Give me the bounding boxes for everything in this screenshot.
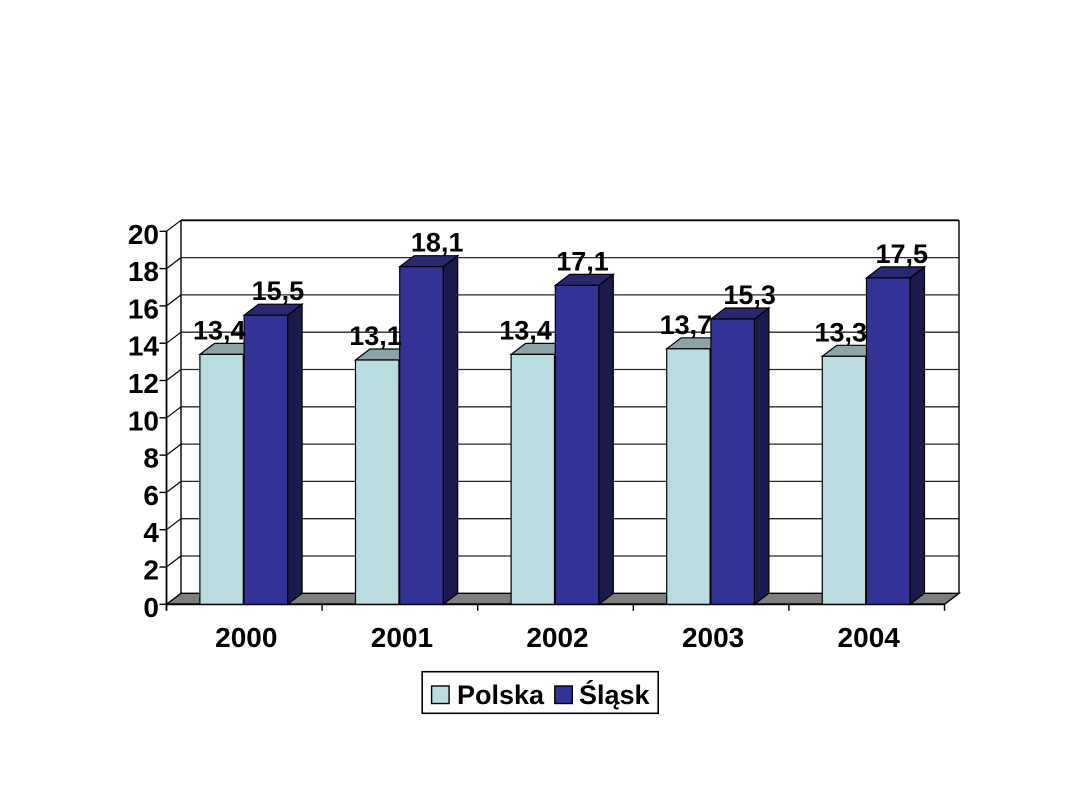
svg-text:13,4: 13,4	[193, 315, 246, 345]
svg-text:2001: 2001	[371, 622, 433, 653]
svg-text:2000: 2000	[215, 622, 277, 653]
svg-text:15,3: 15,3	[723, 280, 776, 310]
svg-text:13,4: 13,4	[499, 315, 552, 345]
svg-text:Śląsk: Śląsk	[579, 679, 651, 710]
svg-text:8: 8	[143, 443, 159, 474]
svg-text:12: 12	[128, 368, 159, 399]
svg-text:20: 20	[128, 219, 159, 250]
svg-text:17,5: 17,5	[876, 239, 929, 269]
svg-text:Polska: Polska	[457, 680, 545, 710]
svg-text:13,7: 13,7	[660, 310, 713, 340]
svg-text:18,1: 18,1	[411, 228, 464, 258]
svg-text:10: 10	[128, 405, 159, 436]
svg-text:14: 14	[128, 331, 160, 362]
svg-text:6: 6	[143, 480, 159, 511]
svg-text:0: 0	[143, 592, 159, 623]
svg-text:2004: 2004	[838, 622, 901, 653]
svg-text:13,3: 13,3	[815, 317, 868, 347]
svg-text:13,1: 13,1	[349, 321, 402, 351]
svg-text:15,5: 15,5	[252, 276, 305, 306]
svg-text:18: 18	[128, 256, 159, 287]
svg-text:2002: 2002	[526, 622, 588, 653]
svg-text:2: 2	[143, 555, 159, 586]
svg-text:4: 4	[143, 517, 159, 548]
svg-text:16: 16	[128, 293, 159, 324]
svg-text:17,1: 17,1	[556, 246, 609, 276]
svg-text:2003: 2003	[682, 622, 744, 653]
